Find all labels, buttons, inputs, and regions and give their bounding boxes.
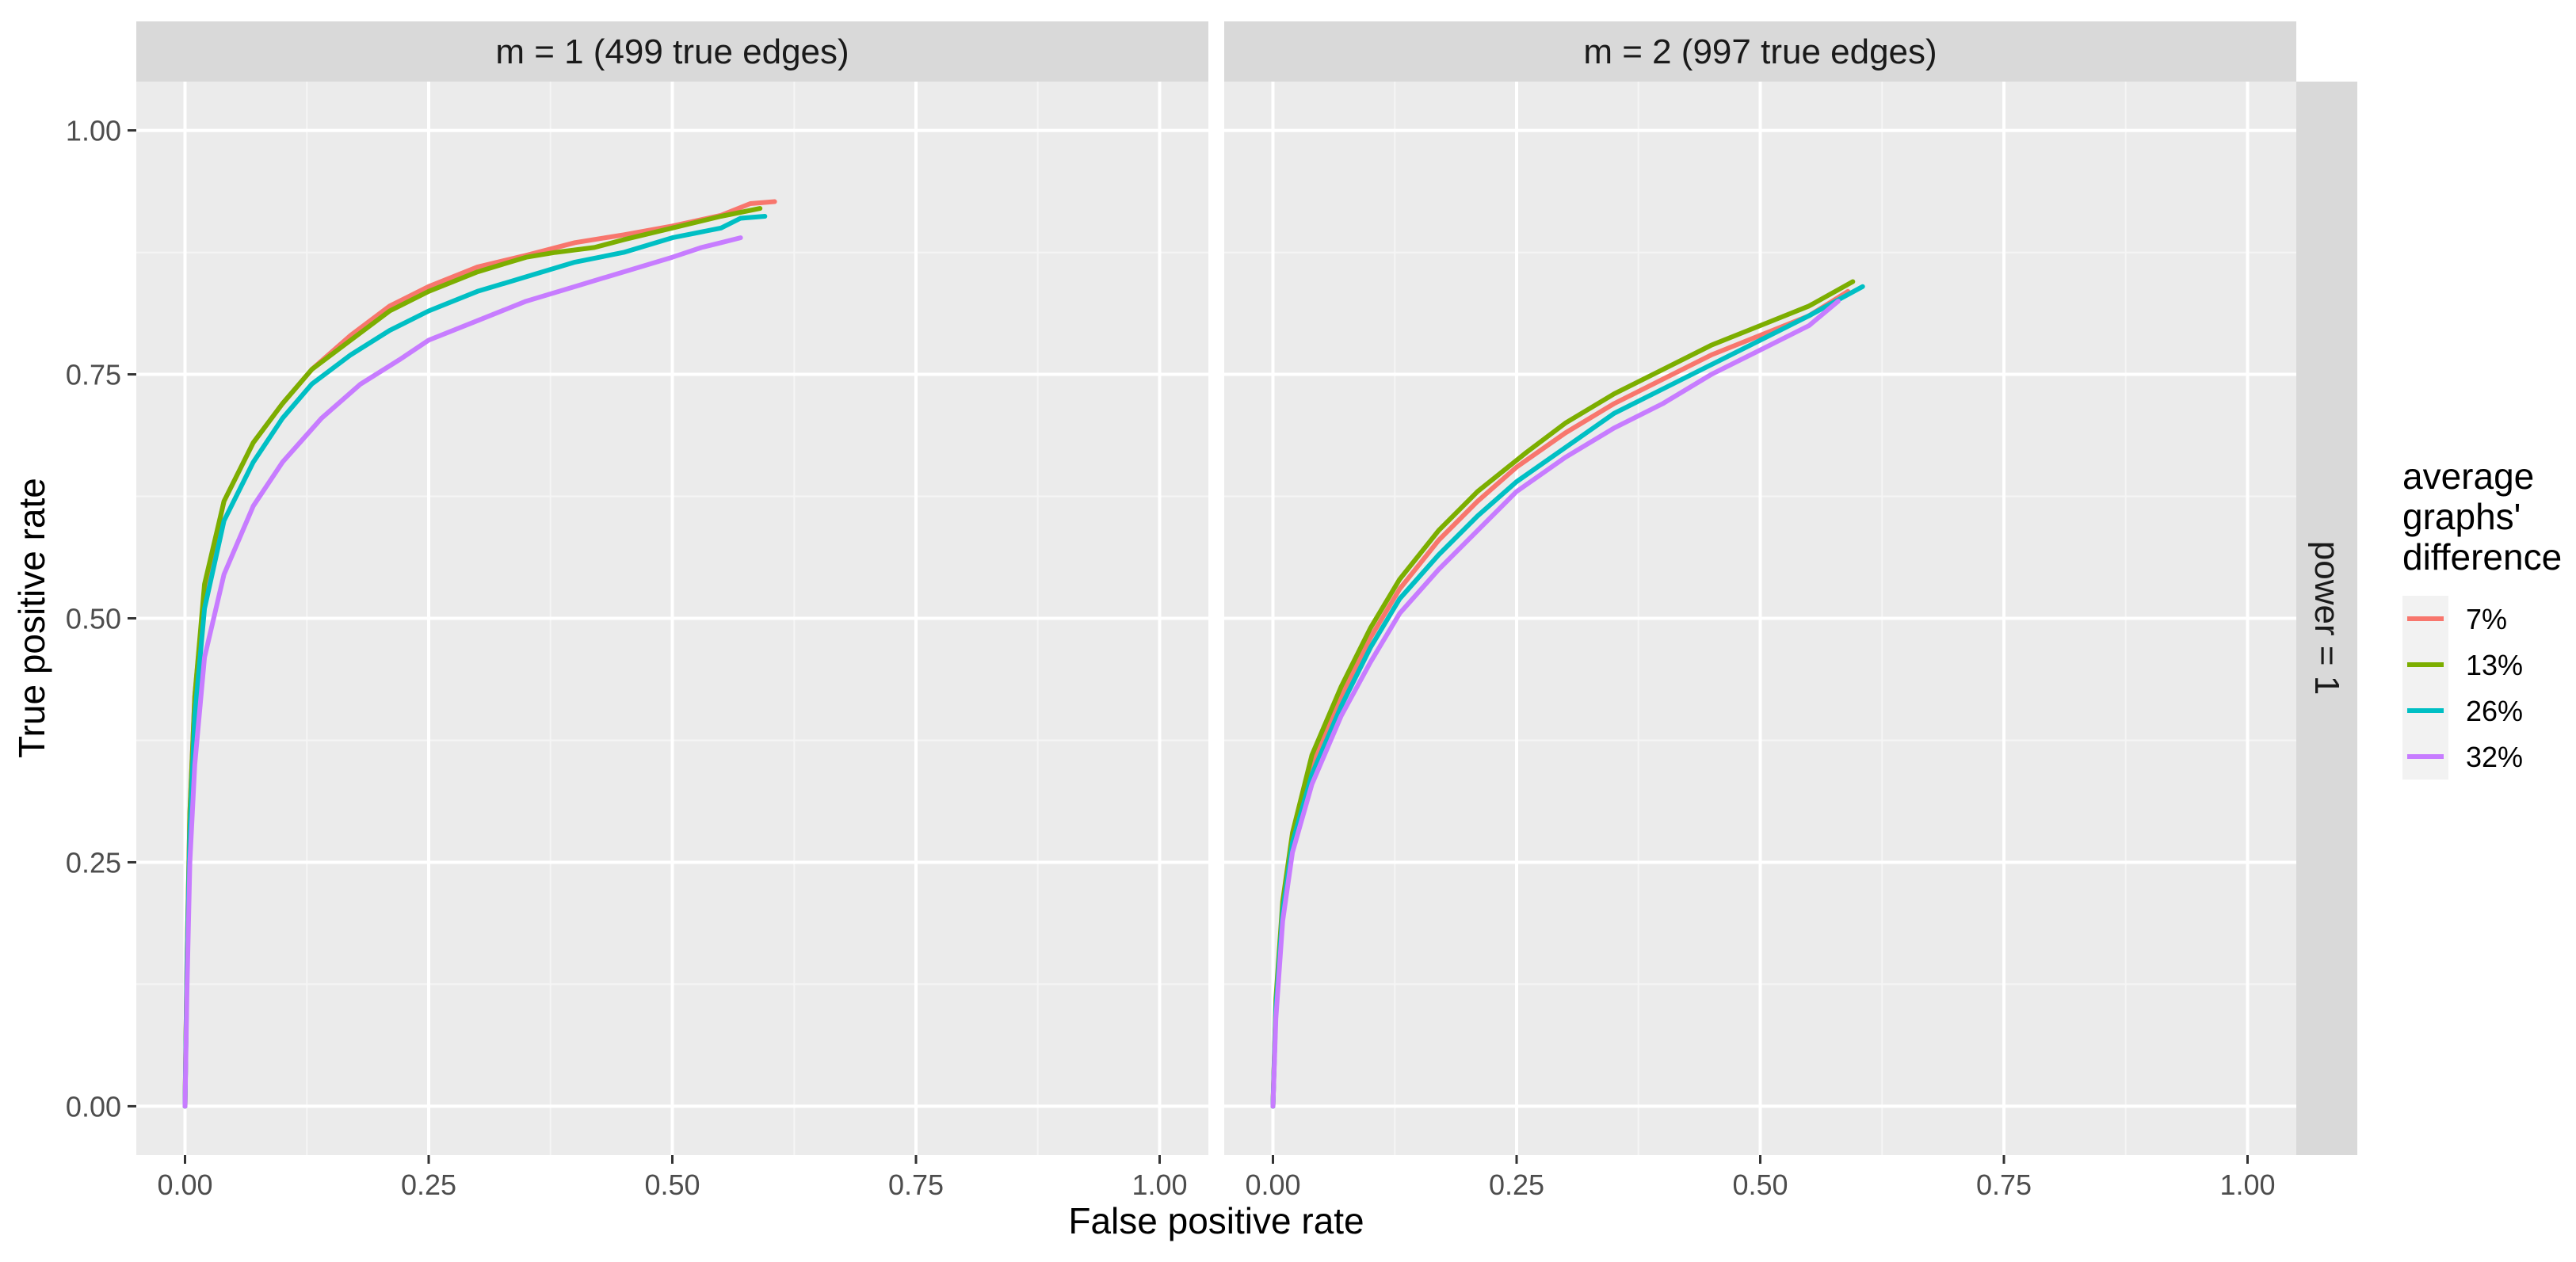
x-tick-label: 0.75 [1976, 1169, 2032, 1201]
legend-title-line: average [2402, 456, 2534, 497]
x-axis-title: False positive rate [1068, 1200, 1364, 1241]
legend-label: 13% [2466, 649, 2523, 681]
legend-title-line: difference [2402, 536, 2562, 578]
series-lines [182, 199, 777, 1109]
row-strip: power = 1 [2296, 82, 2357, 1155]
series-line-32pct [1270, 299, 1841, 1109]
y-tick-label: 0.00 [66, 1090, 121, 1123]
legend-label: 26% [2466, 695, 2523, 727]
gridlines [1224, 82, 2296, 1155]
y-tick-label: 0.25 [66, 846, 121, 879]
x-tick-label: 0.75 [888, 1169, 944, 1201]
y-axis-title: True positive rate [11, 478, 52, 758]
y-tick-label: 0.75 [66, 359, 121, 391]
x-tick-label: 1.00 [1132, 1169, 1187, 1201]
x-tick-label: 0.25 [401, 1169, 456, 1201]
x-tick-label: 0.50 [644, 1169, 700, 1201]
x-axis: 0.00 0.25 0.50 0.75 1.00 [1245, 1155, 2276, 1201]
y-tick-label: 0.50 [66, 603, 121, 635]
panel-m1: m = 1 (499 true edges) 0.00 0.25 0.50 0.75 1… [66, 21, 1208, 1201]
legend: average graphs' difference 7% 13% 26% 32% [2402, 456, 2562, 780]
legend-title-line: graphs' [2402, 496, 2521, 537]
panel-strip-label: m = 1 (499 true edges) [495, 32, 849, 71]
row-strip-label: power = 1 [2307, 541, 2346, 695]
x-tick-label: 0.00 [1245, 1169, 1300, 1201]
x-tick-label: 0.00 [157, 1169, 212, 1201]
series-line-26pct [182, 214, 768, 1109]
legend-label: 32% [2466, 741, 2523, 773]
panel-strip-label: m = 2 (997 true edges) [1583, 32, 1937, 71]
x-axis: 0.00 0.25 0.50 0.75 1.00 [157, 1155, 1188, 1201]
y-axis: 0.00 0.25 0.50 0.75 1.00 [66, 115, 136, 1123]
legend-label: 7% [2466, 603, 2507, 635]
x-tick-label: 1.00 [2219, 1169, 2275, 1201]
series-lines [1270, 279, 1865, 1109]
gridlines [136, 82, 1208, 1155]
x-tick-label: 0.50 [1732, 1169, 1788, 1201]
legend-keys: 7% 13% 26% 32% [2402, 596, 2523, 780]
series-line-32pct [182, 235, 743, 1109]
y-tick-label: 1.00 [66, 115, 121, 147]
row-strip-background [2296, 82, 2357, 1155]
panel-m2: m = 2 (997 true edges) 0.00 0.25 0.50 0.75 1… [1224, 21, 2296, 1201]
x-tick-label: 0.25 [1489, 1169, 1544, 1201]
strip-background [1224, 21, 2296, 82]
strip-background [136, 21, 1208, 82]
